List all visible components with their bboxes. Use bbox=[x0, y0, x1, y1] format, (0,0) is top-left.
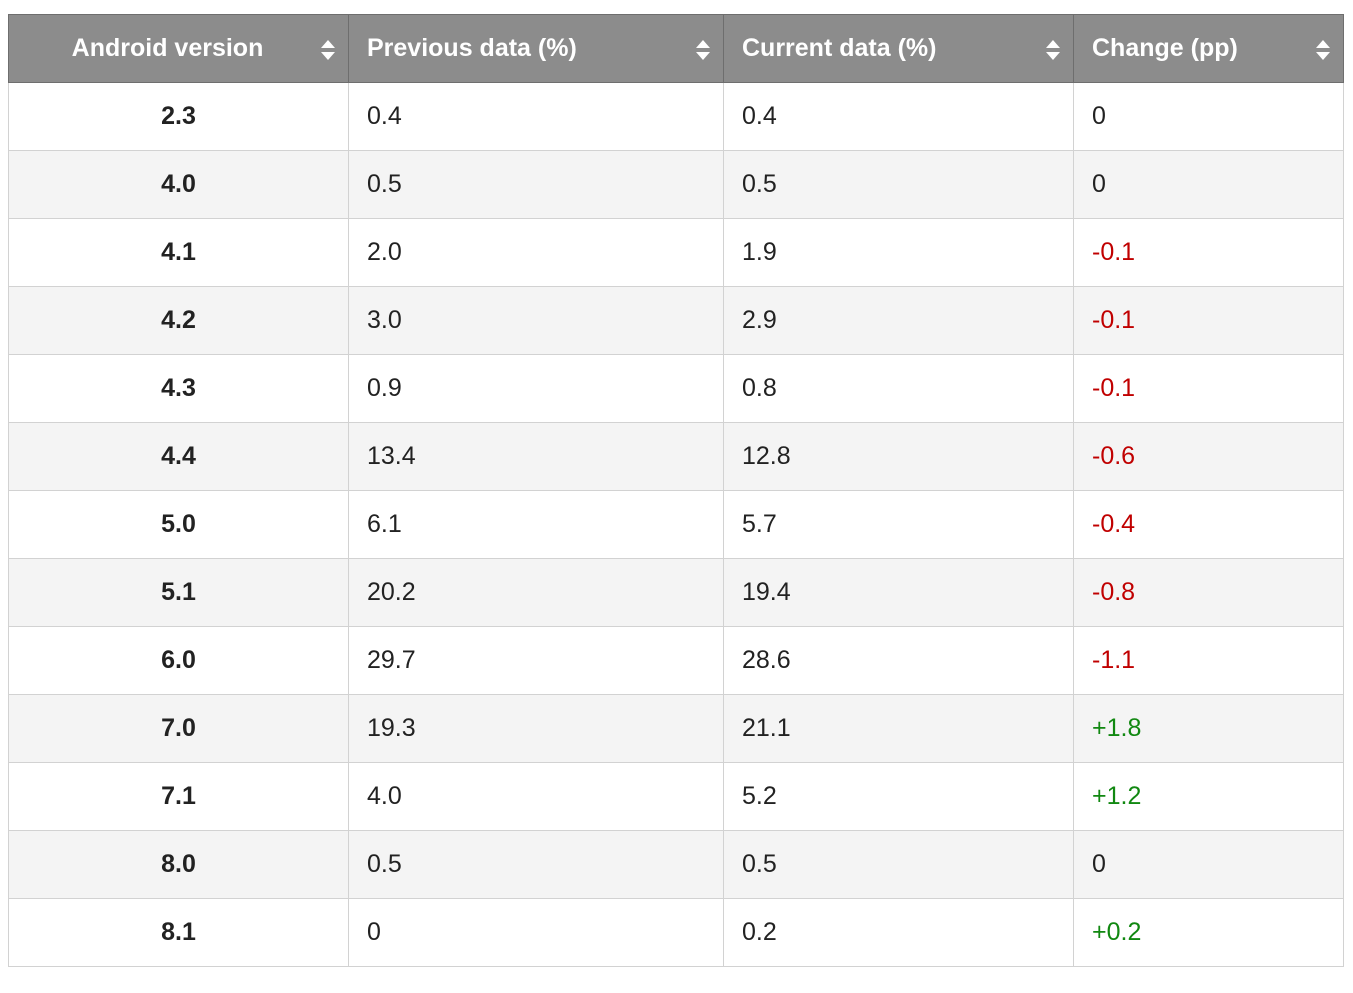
value-cell: 0.5 bbox=[348, 150, 724, 219]
value-cell: 0.5 bbox=[723, 150, 1074, 219]
sort-arrow bbox=[321, 40, 335, 48]
table-row: 8.0 0.5 0.5 0 bbox=[8, 830, 1344, 899]
table-row: 8.1 0 0.2 +0.2 bbox=[8, 898, 1344, 967]
version-cell: 8.1 bbox=[8, 898, 349, 967]
header-label: Previous data (%) bbox=[367, 34, 577, 62]
value-cell: 5.7 bbox=[723, 490, 1074, 559]
value-cell: -1.1 bbox=[1073, 626, 1344, 695]
value-cell: 6.1 bbox=[348, 490, 724, 559]
value-cell: +1.8 bbox=[1073, 694, 1344, 763]
sort-icon[interactable] bbox=[1045, 39, 1061, 61]
version-cell: 5.0 bbox=[8, 490, 349, 559]
column-header[interactable]: Previous data (%) bbox=[348, 14, 724, 83]
version-cell: 4.2 bbox=[8, 286, 349, 355]
value-cell: 0 bbox=[1073, 830, 1344, 899]
value-cell: -0.1 bbox=[1073, 286, 1344, 355]
version-cell: 4.0 bbox=[8, 150, 349, 219]
value-cell: 20.2 bbox=[348, 558, 724, 627]
value-cell: 4.0 bbox=[348, 762, 724, 831]
sort-icon[interactable] bbox=[1315, 39, 1331, 61]
value-cell: -0.1 bbox=[1073, 354, 1344, 423]
table-row: 4.3 0.9 0.8 -0.1 bbox=[8, 354, 1344, 423]
value-cell: 0 bbox=[348, 898, 724, 967]
column-header[interactable]: Android version bbox=[8, 14, 349, 83]
value-cell: 2.9 bbox=[723, 286, 1074, 355]
value-cell: 0 bbox=[1073, 82, 1344, 151]
value-cell: 19.4 bbox=[723, 558, 1074, 627]
value-cell: 21.1 bbox=[723, 694, 1074, 763]
header-label: Android version bbox=[71, 34, 264, 62]
value-cell: 0.8 bbox=[723, 354, 1074, 423]
table-row: 4.1 2.0 1.9 -0.1 bbox=[8, 218, 1344, 287]
value-cell: 0 bbox=[1073, 150, 1344, 219]
sort-icon[interactable] bbox=[695, 39, 711, 61]
table-header: Android version Previous data (%) Current … bbox=[8, 14, 1344, 83]
version-cell: 4.3 bbox=[8, 354, 349, 423]
table-row: 4.2 3.0 2.9 -0.1 bbox=[8, 286, 1344, 355]
version-cell: 7.0 bbox=[8, 694, 349, 763]
version-cell: 5.1 bbox=[8, 558, 349, 627]
header-label: Change (pp) bbox=[1092, 34, 1238, 62]
table-row: 2.3 0.4 0.4 0 bbox=[8, 82, 1344, 151]
sort-arrow bbox=[1316, 40, 1330, 48]
value-cell: -0.1 bbox=[1073, 218, 1344, 287]
value-cell: +0.2 bbox=[1073, 898, 1344, 967]
column-header[interactable]: Current data (%) bbox=[723, 14, 1074, 83]
column-header[interactable]: Change (pp) bbox=[1073, 14, 1344, 83]
version-cell: 7.1 bbox=[8, 762, 349, 831]
sort-arrow bbox=[1046, 52, 1060, 60]
value-cell: 2.0 bbox=[348, 218, 724, 287]
value-cell: +1.2 bbox=[1073, 762, 1344, 831]
version-cell: 4.1 bbox=[8, 218, 349, 287]
value-cell: 0.4 bbox=[348, 82, 724, 151]
value-cell: 19.3 bbox=[348, 694, 724, 763]
sort-icon[interactable] bbox=[320, 39, 336, 61]
header-row: Android version Previous data (%) Current … bbox=[8, 14, 1344, 83]
header-label: Current data (%) bbox=[742, 34, 937, 62]
table-row: 6.0 29.7 28.6 -1.1 bbox=[8, 626, 1344, 695]
table-row: 4.4 13.4 12.8 -0.6 bbox=[8, 422, 1344, 491]
value-cell: 0.5 bbox=[723, 830, 1074, 899]
value-cell: 0.4 bbox=[723, 82, 1074, 151]
value-cell: 13.4 bbox=[348, 422, 724, 491]
sort-arrow bbox=[1316, 52, 1330, 60]
value-cell: 5.2 bbox=[723, 762, 1074, 831]
table-row: 7.0 19.3 21.1 +1.8 bbox=[8, 694, 1344, 763]
sort-arrow bbox=[696, 52, 710, 60]
value-cell: -0.4 bbox=[1073, 490, 1344, 559]
value-cell: 28.6 bbox=[723, 626, 1074, 695]
value-cell: 0.2 bbox=[723, 898, 1074, 967]
value-cell: 12.8 bbox=[723, 422, 1074, 491]
sort-arrow bbox=[696, 40, 710, 48]
value-cell: 0.9 bbox=[348, 354, 724, 423]
value-cell: -0.8 bbox=[1073, 558, 1344, 627]
value-cell: -0.6 bbox=[1073, 422, 1344, 491]
table-row: 5.1 20.2 19.4 -0.8 bbox=[8, 558, 1344, 627]
version-cell: 2.3 bbox=[8, 82, 349, 151]
value-cell: 3.0 bbox=[348, 286, 724, 355]
sort-arrow bbox=[321, 52, 335, 60]
table-row: 5.0 6.1 5.7 -0.4 bbox=[8, 490, 1344, 559]
data-table: Android version Previous data (%) Current … bbox=[8, 14, 1344, 967]
version-cell: 8.0 bbox=[8, 830, 349, 899]
version-cell: 4.4 bbox=[8, 422, 349, 491]
sort-arrow bbox=[1046, 40, 1060, 48]
version-cell: 6.0 bbox=[8, 626, 349, 695]
table-body: 2.3 0.4 0.4 0 4.0 0.5 0.5 0 4.1 2.0 1.9 -0.1 4.2 3.0 2… bbox=[8, 82, 1344, 967]
value-cell: 1.9 bbox=[723, 218, 1074, 287]
value-cell: 29.7 bbox=[348, 626, 724, 695]
table-row: 7.1 4.0 5.2 +1.2 bbox=[8, 762, 1344, 831]
value-cell: 0.5 bbox=[348, 830, 724, 899]
table-row: 4.0 0.5 0.5 0 bbox=[8, 150, 1344, 219]
